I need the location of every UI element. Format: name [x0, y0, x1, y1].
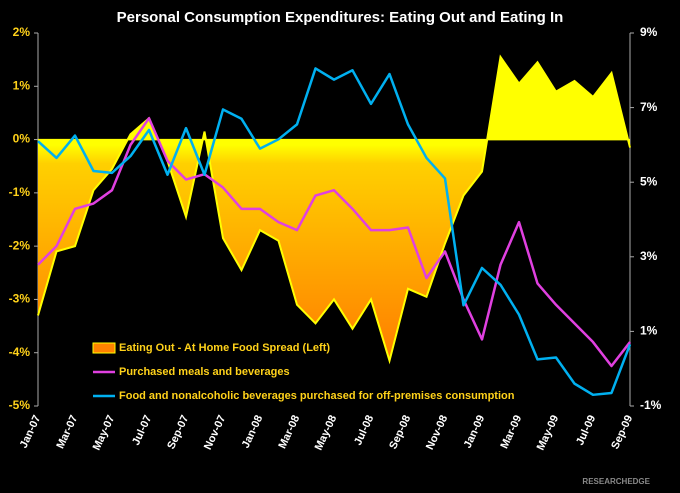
legend-label: Food and nonalcoholic beverages purchase…: [119, 390, 515, 402]
line: [37, 67, 632, 397]
y2-tick-label: 1%: [640, 324, 658, 338]
legend-label: Purchased meals and beverages: [119, 366, 290, 378]
y-tick-label: 1%: [13, 78, 31, 92]
y-tick-label: 2%: [13, 25, 31, 39]
y-tick-label: -3%: [9, 292, 31, 306]
legend-label: Eating Out - At Home Food Spread (Left): [119, 342, 330, 354]
y2-tick-label: 3%: [640, 249, 658, 263]
line: [37, 117, 631, 368]
area: [38, 56, 630, 361]
y2-tick-label: 5%: [640, 174, 658, 188]
y-tick-label: 0%: [13, 132, 31, 146]
y-tick-label: -1%: [9, 185, 31, 199]
watermark: RESEARCHEDGE: [582, 477, 650, 486]
y2-tick-label: 9%: [640, 25, 658, 39]
y-tick-label: -5%: [9, 398, 31, 412]
legend-swatch: [92, 342, 116, 354]
area-edge: [37, 54, 631, 365]
chart-title: Personal Consumption Expenditures: Eatin…: [117, 9, 564, 26]
y2-tick-label: 7%: [640, 100, 658, 114]
y-tick-label: -4%: [9, 345, 31, 359]
y2-tick-label: -1%: [640, 398, 662, 412]
y-tick-label: -2%: [9, 238, 31, 252]
